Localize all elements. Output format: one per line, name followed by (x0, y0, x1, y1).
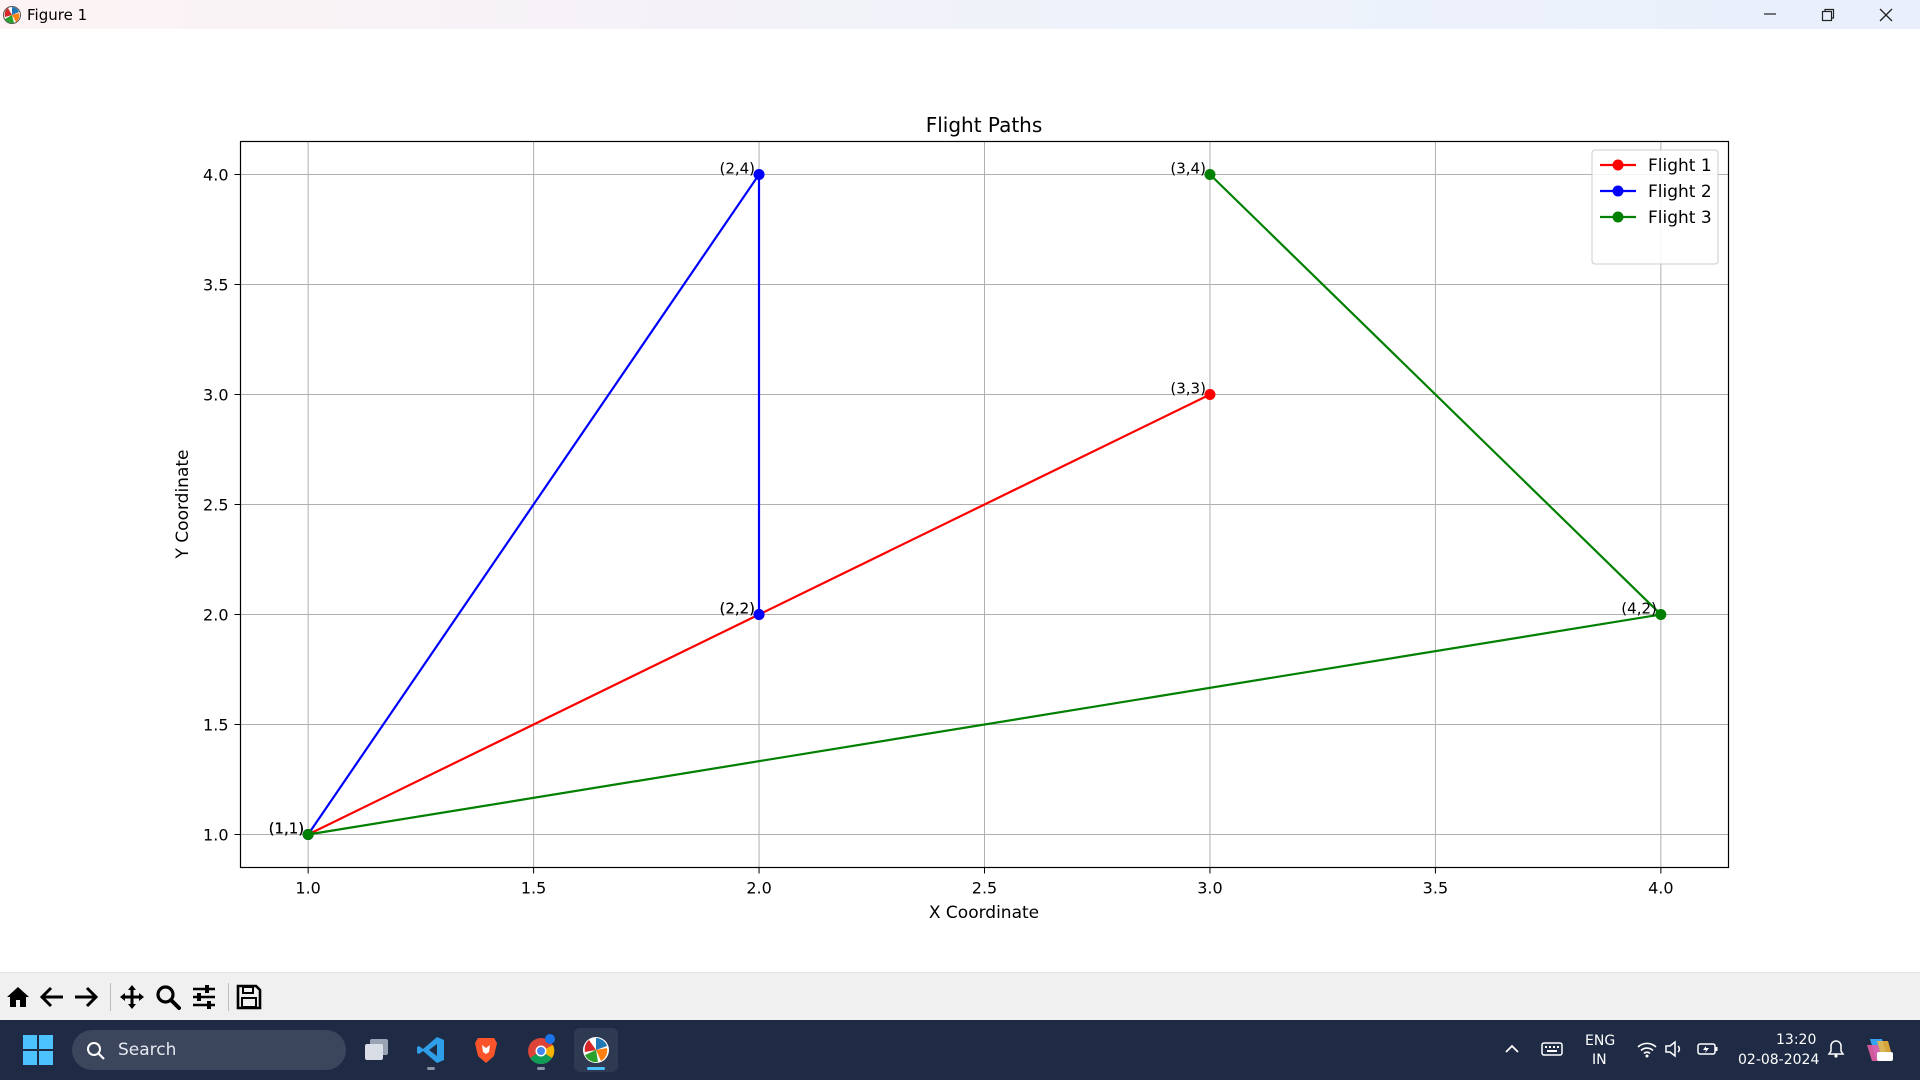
pan-button[interactable] (116, 981, 148, 1013)
data-point (1204, 389, 1216, 400)
home-icon (7, 987, 29, 1007)
wifi-icon[interactable] (1636, 1040, 1658, 1058)
taskbar-task-view[interactable] (355, 1028, 399, 1072)
taskbar: Search ENG IN 13:20 02-08-2024 (0, 1020, 1920, 1080)
copilot-icon[interactable] (1864, 1035, 1894, 1063)
chevron-up-icon[interactable] (1503, 1040, 1521, 1058)
x-axis-label: X Coordinate (929, 903, 1039, 923)
data-point (753, 609, 765, 620)
home-button[interactable] (2, 981, 34, 1013)
save-button[interactable] (233, 981, 265, 1013)
volume-icon[interactable] (1664, 1040, 1684, 1058)
zoom-button[interactable] (152, 981, 184, 1013)
legend-box (1591, 149, 1719, 265)
point-label: (3,4) (1170, 160, 1206, 178)
toolbar-separator (228, 983, 229, 1011)
window-title: Figure 1 (27, 6, 88, 24)
x-tick-label: 2.0 (746, 879, 771, 898)
clock-date[interactable]: 02-08-2024 (1738, 1052, 1820, 1068)
notification-bell-icon[interactable] (1826, 1039, 1846, 1059)
point-label: (3,3) (1170, 380, 1206, 398)
legend-label: Flight 1 (1648, 156, 1712, 176)
search-label: Search (118, 1040, 177, 1060)
matplotlib-icon (583, 1037, 609, 1063)
legend[interactable]: Flight 1 Flight 2 Flight 3 (1591, 149, 1719, 265)
zoom-icon (156, 985, 181, 1010)
figure-canvas[interactable]: (1,1)(2,2)(3,3)(1,1)(2,4)(2,2)(1,1)(4,2)… (0, 29, 1920, 972)
plot-series (302, 169, 1667, 840)
taskbar-search-box[interactable]: Search (72, 1030, 346, 1070)
minimize-icon (1764, 13, 1776, 15)
region-indicator[interactable]: IN (1592, 1052, 1607, 1068)
close-button[interactable] (1857, 0, 1915, 29)
chart-title: Flight Paths (926, 113, 1043, 137)
taskbar-matplotlib[interactable] (574, 1028, 618, 1072)
x-tick-label: 2.5 (972, 879, 997, 898)
x-tick-label: 3.0 (1197, 879, 1222, 898)
navigation-toolbar (0, 972, 1920, 1021)
back-icon (39, 986, 63, 1008)
matplotlib-icon (3, 6, 21, 24)
point-labels: (1,1)(2,2)(3,3)(1,1)(2,4)(2,2)(1,1)(4,2)… (269, 160, 1657, 838)
brave-icon (475, 1038, 497, 1063)
data-point (753, 169, 765, 180)
data-point (1204, 169, 1216, 180)
legend-marker (1612, 185, 1624, 197)
running-indicator (537, 1067, 545, 1070)
point-label: (2,2) (719, 600, 755, 618)
point-label: (4,2) (1621, 600, 1657, 618)
task-view-icon (365, 1039, 388, 1060)
configure-subplots-icon (193, 985, 215, 1009)
y-tick-label: 2.5 (203, 496, 228, 515)
point-label: (1,1) (269, 820, 305, 838)
data-point (302, 829, 314, 840)
active-indicator (587, 1067, 605, 1070)
x-tick-label: 1.5 (521, 879, 546, 898)
y-axis-label: Y Coordinate (173, 450, 193, 560)
taskbar-chrome[interactable] (519, 1028, 563, 1072)
y-tick-label: 3.5 (203, 276, 228, 295)
point-label: (2,2) (719, 600, 755, 618)
back-button[interactable] (36, 981, 68, 1013)
legend-label: Flight 3 (1648, 208, 1712, 228)
y-tick-label: 4.0 (203, 166, 228, 185)
y-tick-label: 3.0 (203, 386, 228, 405)
legend-marker (1612, 159, 1624, 171)
minimize-button[interactable] (1741, 0, 1799, 29)
restore-icon (1821, 8, 1835, 22)
windows-start-icon[interactable] (22, 1034, 54, 1066)
y-tick-label: 1.0 (203, 826, 228, 845)
taskbar-vscode[interactable] (409, 1028, 453, 1072)
save-icon (236, 984, 262, 1010)
running-indicator (427, 1067, 435, 1070)
x-tick-label: 3.5 (1423, 879, 1448, 898)
forward-button[interactable] (70, 981, 102, 1013)
configure-subplots-button[interactable] (188, 981, 220, 1013)
window-title-bar: Figure 1 (0, 0, 1920, 29)
forward-icon (75, 986, 99, 1008)
taskbar-brave[interactable] (464, 1028, 508, 1072)
y-tick-label: 2.0 (203, 606, 228, 625)
clock-time[interactable]: 13:20 (1776, 1032, 1817, 1048)
close-icon (1879, 8, 1893, 22)
point-label: (1,1) (269, 820, 305, 838)
y-tick-label: 1.5 (203, 716, 228, 735)
point-label: (2,4) (719, 160, 755, 178)
legend-marker (1612, 211, 1624, 223)
toolbar-separator (110, 983, 111, 1011)
point-label: (1,1) (269, 820, 305, 838)
x-tick-label: 4.0 (1648, 879, 1673, 898)
chrome-icon (528, 1034, 555, 1065)
pan-icon (120, 985, 144, 1009)
battery-icon[interactable] (1696, 1040, 1720, 1058)
data-point (1655, 609, 1667, 620)
search-icon (87, 1042, 105, 1060)
language-indicator[interactable]: ENG (1585, 1033, 1616, 1049)
x-tick-label: 1.0 (295, 879, 320, 898)
axis-ticks: 1.0 1.5 2.0 2.5 3.0 3.5 4.0 1.0 1.5 2.0 2.5 3.0 3.5 4… (203, 166, 1674, 898)
legend-label: Flight 2 (1648, 182, 1712, 202)
restore-button[interactable] (1799, 0, 1857, 29)
keyboard-icon[interactable] (1541, 1040, 1563, 1058)
vscode-icon (417, 1037, 444, 1063)
